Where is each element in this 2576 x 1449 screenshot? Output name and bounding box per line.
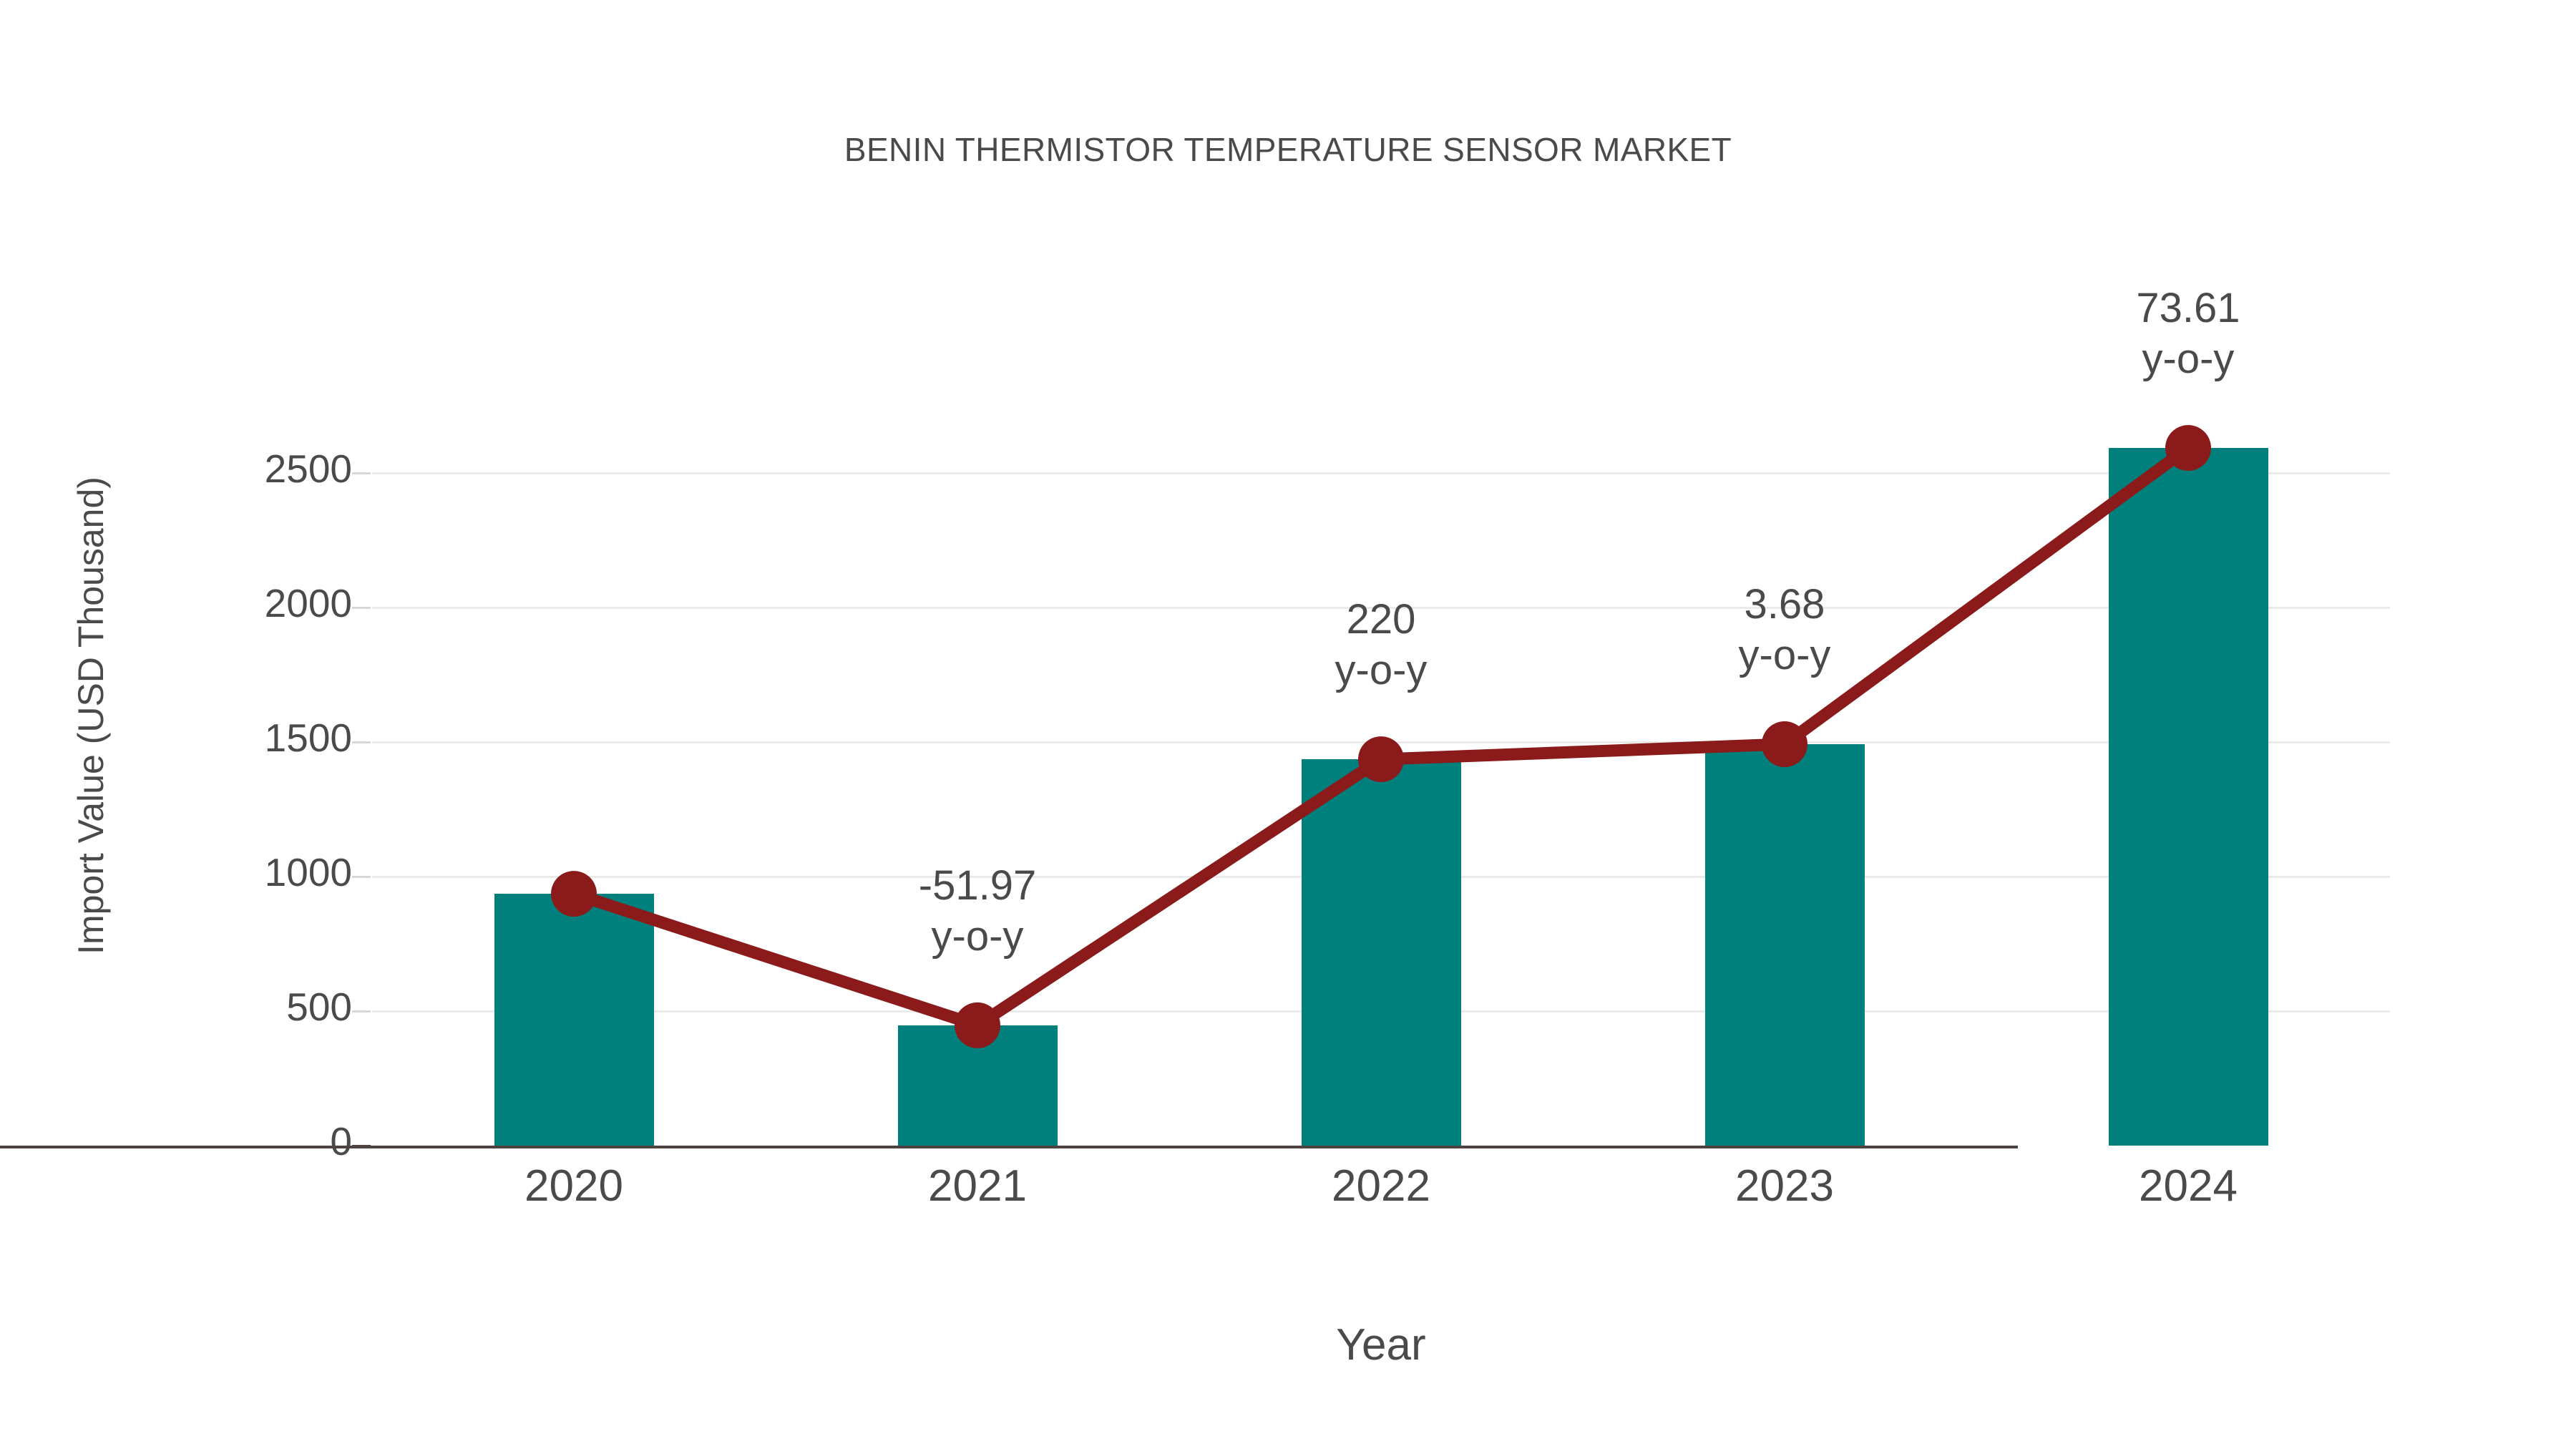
x-axis-tick-label: 2023 [1735, 1161, 1834, 1211]
x-axis-tick-label: 2021 [928, 1161, 1027, 1211]
x-axis-tick-label: 2024 [2139, 1161, 2238, 1211]
y-axis-tick-label: 2000 [264, 581, 352, 625]
yoy-value: -51.97 [918, 862, 1037, 909]
yoy-value: 73.61 [2136, 285, 2240, 332]
y-axis-tick-label: 2500 [264, 447, 352, 491]
yoy-annotation-2021: -51.97 y-o-y [777, 861, 1178, 962]
y-axis-tick-mark [352, 876, 371, 878]
chart-title: BENIN THERMISTOR TEMPERATURE SENSOR MARK… [844, 131, 1732, 168]
y-axis-tick-label: 1000 [264, 850, 352, 894]
bar-2024 [2108, 448, 2268, 1146]
gridline [372, 741, 2390, 743]
x-axis-tick-label: 2020 [525, 1161, 623, 1211]
yoy-unit: y-o-y [1335, 646, 1428, 693]
x-axis-line [0, 1146, 2018, 1148]
yoy-unit: y-o-y [931, 912, 1024, 960]
y-axis-tick-mark [352, 741, 371, 743]
y-axis-tick-mark [352, 1010, 371, 1013]
yoy-annotation-2024: 73.61 y-o-y [1988, 283, 2389, 385]
yoy-unit: y-o-y [1738, 631, 1831, 678]
bar-2021 [897, 1025, 1058, 1146]
y-axis-tick-label: 500 [286, 985, 352, 1029]
x-axis-tick-label: 2022 [1332, 1161, 1430, 1211]
yoy-value: 220 [1346, 596, 1416, 643]
bar-2020 [494, 894, 654, 1146]
bar-2023 [1704, 744, 1865, 1146]
y-axis-tick-label: 1500 [264, 716, 352, 760]
x-axis-title: Year [1336, 1320, 1426, 1370]
gridline [372, 472, 2390, 474]
bar-2022 [1301, 759, 1461, 1146]
yoy-unit: y-o-y [2142, 335, 2235, 382]
y-axis-tick-label: 0 [330, 1119, 352, 1163]
y-axis-tick-mark [352, 472, 371, 474]
yoy-value: 3.68 [1744, 581, 1825, 628]
yoy-annotation-2022: 220 y-o-y [1181, 595, 1581, 696]
y-axis-tick-mark [352, 607, 371, 609]
yoy-annotation-2023: 3.68 y-o-y [1584, 580, 1985, 681]
